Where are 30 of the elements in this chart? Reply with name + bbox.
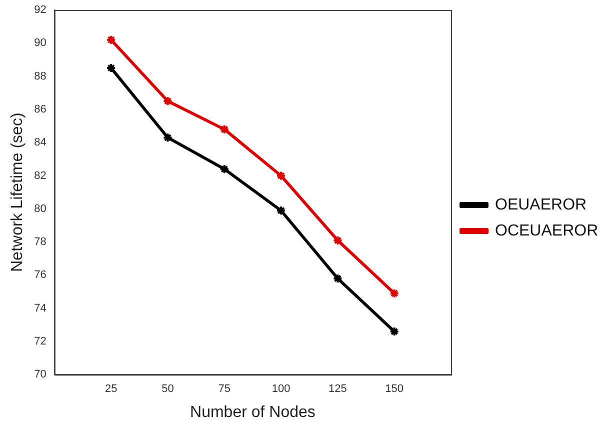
y-tick-label: 78 <box>34 236 46 248</box>
point <box>332 235 343 246</box>
y-tick-label: 92 <box>34 4 46 16</box>
y-tick-label: 72 <box>34 335 46 348</box>
x-tick-label: 25 <box>104 383 118 396</box>
point <box>162 96 173 106</box>
x-tick-label: 100 <box>272 383 290 396</box>
y-tick-label: 88 <box>34 70 46 82</box>
y-tick-label: 90 <box>34 37 46 50</box>
x-tick-label: 125 <box>328 383 347 396</box>
x-axis-title: Number of Nodes <box>190 404 316 421</box>
y-tick-label: 74 <box>34 302 46 314</box>
point <box>276 170 286 181</box>
y-tick-label: 82 <box>34 170 46 182</box>
point <box>219 164 230 174</box>
y-axis-title: Network Lifetime (sec) <box>9 112 26 272</box>
y-tick-label: 84 <box>34 136 46 149</box>
point <box>276 206 286 216</box>
x-tick-label: 150 <box>385 383 404 396</box>
x-tick-label: 50 <box>162 383 174 396</box>
x-tick-label: 75 <box>218 383 231 396</box>
y-tick-label: 76 <box>34 269 46 282</box>
y-tick-label: 70 <box>34 368 46 381</box>
point <box>219 124 230 134</box>
y-tick-label: 86 <box>34 103 46 116</box>
point <box>162 132 173 143</box>
legend-label: OEUAEROR <box>495 196 587 214</box>
y-tick-label: 80 <box>34 202 46 215</box>
point <box>332 273 343 284</box>
legend-label: OCEUAEROR <box>495 222 598 240</box>
